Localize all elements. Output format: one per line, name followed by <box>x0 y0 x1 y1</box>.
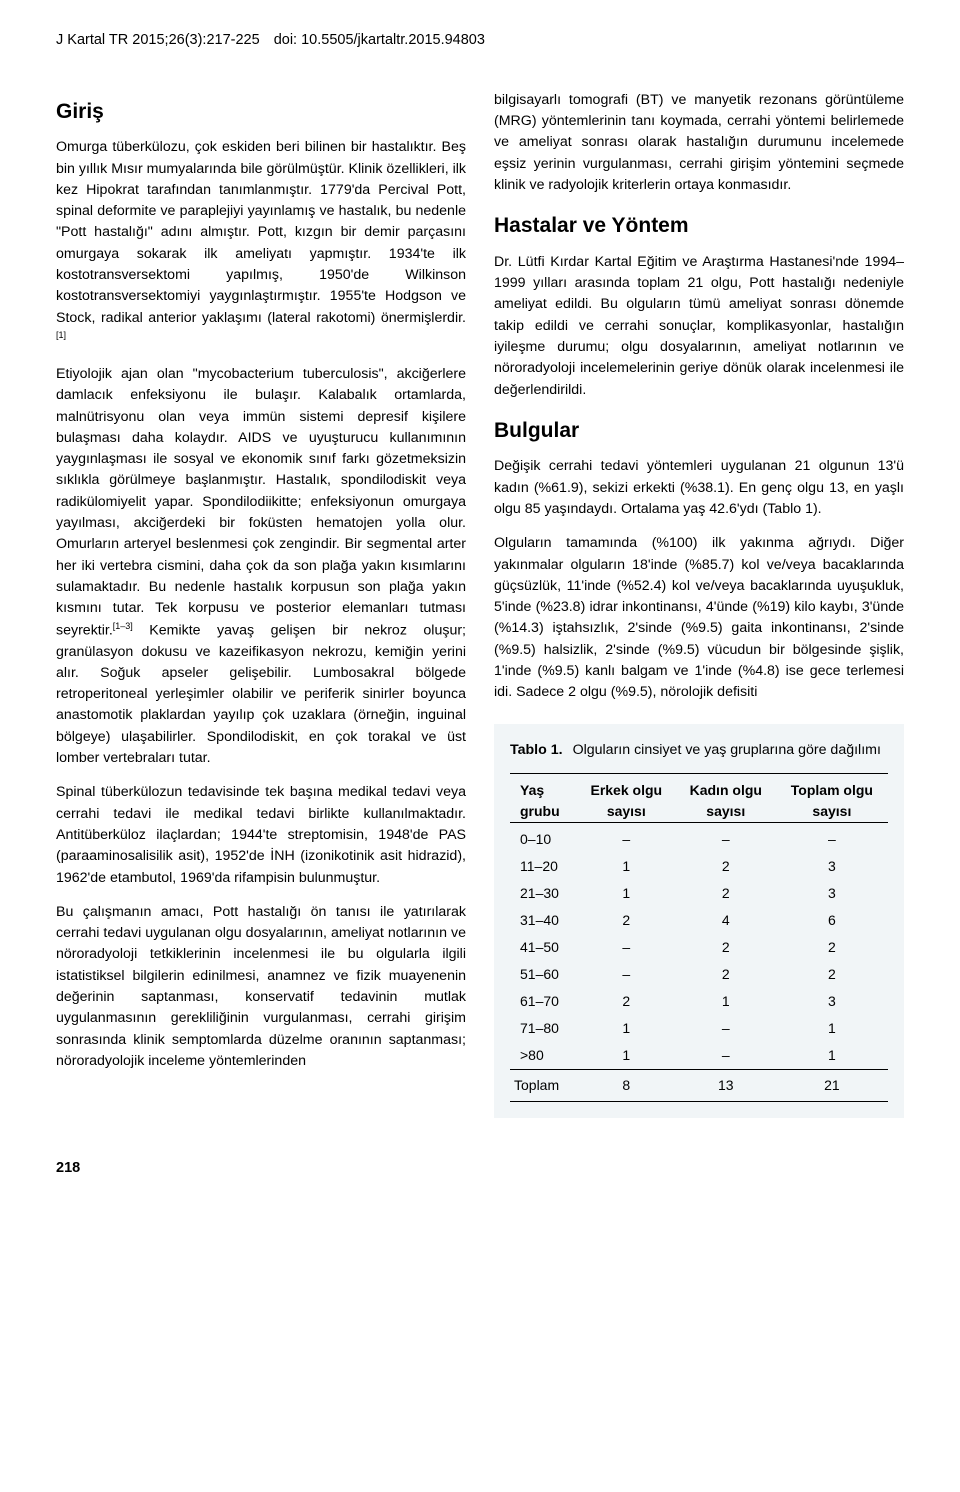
table-header: sayısı <box>776 801 888 823</box>
table-header: Kadın olgu <box>676 773 776 801</box>
table-cell: 13 <box>676 1069 776 1101</box>
table-cell: – <box>676 822 776 853</box>
table-cell: 3 <box>776 880 888 907</box>
table-cell: 0–10 <box>510 822 577 853</box>
journal-citation: J Kartal TR 2015;26(3):217-225 <box>56 32 260 48</box>
table-cell: >80 <box>510 1042 577 1070</box>
paragraph-text: Omurga tüberkülozu, çok eskiden beri bil… <box>56 139 466 325</box>
table-cell: 1 <box>577 853 676 880</box>
table-cell: 21 <box>776 1069 888 1101</box>
table-body: 0–10–––11–2012321–3012331–4024641–50–225… <box>510 822 888 1101</box>
paragraph: Etiyolojik ajan olan "mycobacterium tube… <box>56 364 466 769</box>
data-table: Yaş Erkek olgu Kadın olgu Toplam olgu gr… <box>510 773 888 1102</box>
table-1: Tablo 1. Olguların cinsiyet ve yaş grupl… <box>494 724 904 1118</box>
doi: doi: 10.5505/jkartaltr.2015.94803 <box>274 32 485 48</box>
table-cell: 2 <box>577 988 676 1015</box>
table-cell: 2 <box>577 907 676 934</box>
page-number: 218 <box>56 1158 904 1180</box>
table-cell: – <box>776 822 888 853</box>
paragraph-text: Etiyolojik ajan olan "mycobacterium tube… <box>56 366 466 638</box>
journal-header: J Kartal TR 2015;26(3):217-225 doi: 10.5… <box>56 30 904 52</box>
paragraph: Değişik cerrahi tedavi yöntemleri uygula… <box>494 456 904 520</box>
table-caption: Olguların cinsiyet ve yaş gruplarına gör… <box>573 740 881 761</box>
table-cell: 3 <box>776 853 888 880</box>
table-cell: 51–60 <box>510 961 577 988</box>
paragraph-text: Kemikte yavaş gelişen bir nekroz oluşur;… <box>56 622 466 766</box>
paragraph: Olguların tamamında (%100) ilk yakınma a… <box>494 533 904 703</box>
heading-giris: Giriş <box>56 96 466 128</box>
paragraph: Omurga tüberkülozu, çok eskiden beri bil… <box>56 137 466 351</box>
table-row: Toplam81321 <box>510 1069 888 1101</box>
table-cell: 1 <box>776 1015 888 1042</box>
table-row: 41–50–22 <box>510 934 888 961</box>
table-cell: 2 <box>776 961 888 988</box>
table-header: sayısı <box>577 801 676 823</box>
heading-bulgular: Bulgular <box>494 415 904 447</box>
table-row: 0–10––– <box>510 822 888 853</box>
table-header: Yaş <box>510 773 577 801</box>
table-cell: 1 <box>577 880 676 907</box>
table-cell: 3 <box>776 988 888 1015</box>
citation-ref: [1] <box>56 330 66 340</box>
table-cell: 2 <box>676 961 776 988</box>
table-row: 31–40246 <box>510 907 888 934</box>
table-cell: 1 <box>577 1042 676 1070</box>
table-cell: – <box>577 961 676 988</box>
table-cell: 1 <box>776 1042 888 1070</box>
table-header: Erkek olgu <box>577 773 676 801</box>
paragraph: Dr. Lütfi Kırdar Kartal Eğitim ve Araştı… <box>494 252 904 401</box>
table-cell: 71–80 <box>510 1015 577 1042</box>
table-label: Tablo 1. <box>510 740 563 761</box>
table-cell: – <box>577 822 676 853</box>
table-cell: 6 <box>776 907 888 934</box>
table-cell: – <box>577 934 676 961</box>
table-row: 11–20123 <box>510 853 888 880</box>
table-cell: 61–70 <box>510 988 577 1015</box>
table-cell: 2 <box>776 934 888 961</box>
table-cell: 2 <box>676 934 776 961</box>
table-cell: 1 <box>676 988 776 1015</box>
table-cell: 4 <box>676 907 776 934</box>
table-row: 21–30123 <box>510 880 888 907</box>
table-cell: 8 <box>577 1069 676 1101</box>
table-cell: 2 <box>676 880 776 907</box>
table-row: 71–801–1 <box>510 1015 888 1042</box>
table-cell: 1 <box>577 1015 676 1042</box>
table-header: sayısı <box>676 801 776 823</box>
table-cell: – <box>676 1015 776 1042</box>
paragraph: bilgisayarlı tomografi (BT) ve manyetik … <box>494 90 904 196</box>
table-row: 51–60–22 <box>510 961 888 988</box>
table-header: Toplam olgu <box>776 773 888 801</box>
table-cell: – <box>676 1042 776 1070</box>
table-header: grubu <box>510 801 577 823</box>
heading-hastalar: Hastalar ve Yöntem <box>494 210 904 242</box>
paragraph: Spinal tüberkülozun tedavisinde tek başı… <box>56 782 466 888</box>
table-cell: 41–50 <box>510 934 577 961</box>
table-cell: 11–20 <box>510 853 577 880</box>
paragraph: Bu çalışmanın amacı, Pott hastalığı ön t… <box>56 902 466 1072</box>
table-row: 61–70213 <box>510 988 888 1015</box>
table-cell: Toplam <box>510 1069 577 1101</box>
table-cell: 21–30 <box>510 880 577 907</box>
table-cell: 31–40 <box>510 907 577 934</box>
table-row: >801–1 <box>510 1042 888 1070</box>
table-cell: 2 <box>676 853 776 880</box>
citation-ref: [1–3] <box>113 621 133 631</box>
